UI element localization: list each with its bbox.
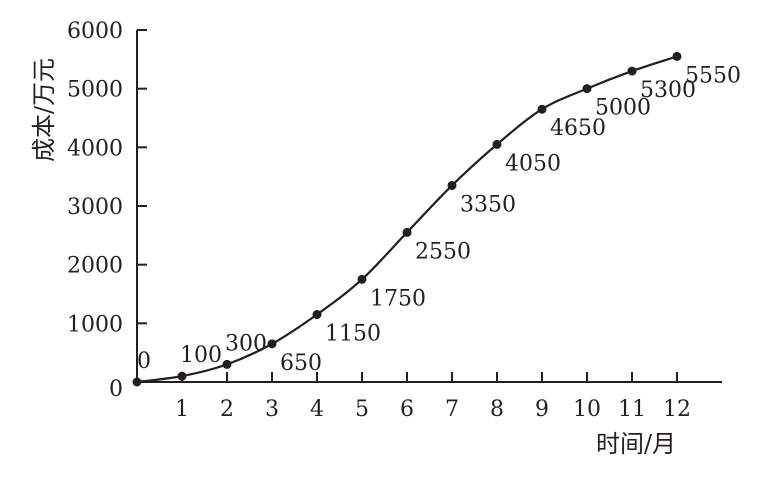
data-point: [222, 359, 232, 369]
data-label: 5000: [595, 96, 651, 121]
data-point: [402, 227, 412, 237]
y-tick-label: 3000: [67, 195, 123, 220]
data-label: 4050: [505, 151, 561, 176]
y-tick-label: 2000: [67, 254, 123, 279]
data-label: 2550: [415, 239, 471, 264]
x-tick-label: 2: [220, 397, 234, 422]
y-tick-label: 6000: [67, 19, 123, 44]
data-point: [627, 66, 637, 76]
x-tick-label: 11: [618, 397, 646, 422]
x-tick-label: 4: [310, 397, 324, 422]
data-point: [177, 371, 187, 381]
data-point: [492, 139, 502, 149]
x-tick-label: 7: [445, 397, 459, 422]
data-point: [357, 274, 367, 284]
x-tick-label: 12: [663, 397, 691, 422]
y-tick-label: 1000: [67, 312, 123, 337]
x-tick-label: 8: [490, 397, 504, 422]
x-tick-label: 9: [535, 397, 549, 422]
x-tick-label: 5: [355, 397, 369, 422]
data-point: [312, 310, 322, 320]
data-label: 1150: [325, 322, 381, 347]
data-label: 100: [180, 343, 222, 368]
data-label: 3350: [460, 192, 516, 217]
x-tick-label: 1: [175, 397, 189, 422]
y-tick-label: 0: [109, 377, 123, 402]
y-tick-label: 4000: [67, 136, 123, 161]
data-label: 300: [225, 331, 267, 356]
data-point: [267, 339, 277, 349]
y-axis-label: 成本/万元: [30, 58, 58, 162]
data-point: [582, 84, 592, 94]
x-tick-label: 6: [400, 397, 414, 422]
data-label: 5550: [685, 63, 741, 88]
data-point: [447, 180, 457, 190]
data-point: [672, 51, 682, 61]
x-axis-label: 时间/月: [596, 430, 676, 458]
data-label: 5300: [640, 78, 696, 103]
data-point: [132, 377, 142, 387]
x-tick-label: 10: [573, 397, 601, 422]
x-tick-label: 3: [265, 397, 279, 422]
data-label: 650: [280, 351, 322, 376]
data-label: 1750: [370, 286, 426, 311]
y-tick-label: 5000: [67, 78, 123, 103]
data-label: 0: [137, 349, 151, 374]
data-label: 4650: [550, 116, 606, 141]
data-point: [537, 104, 547, 114]
